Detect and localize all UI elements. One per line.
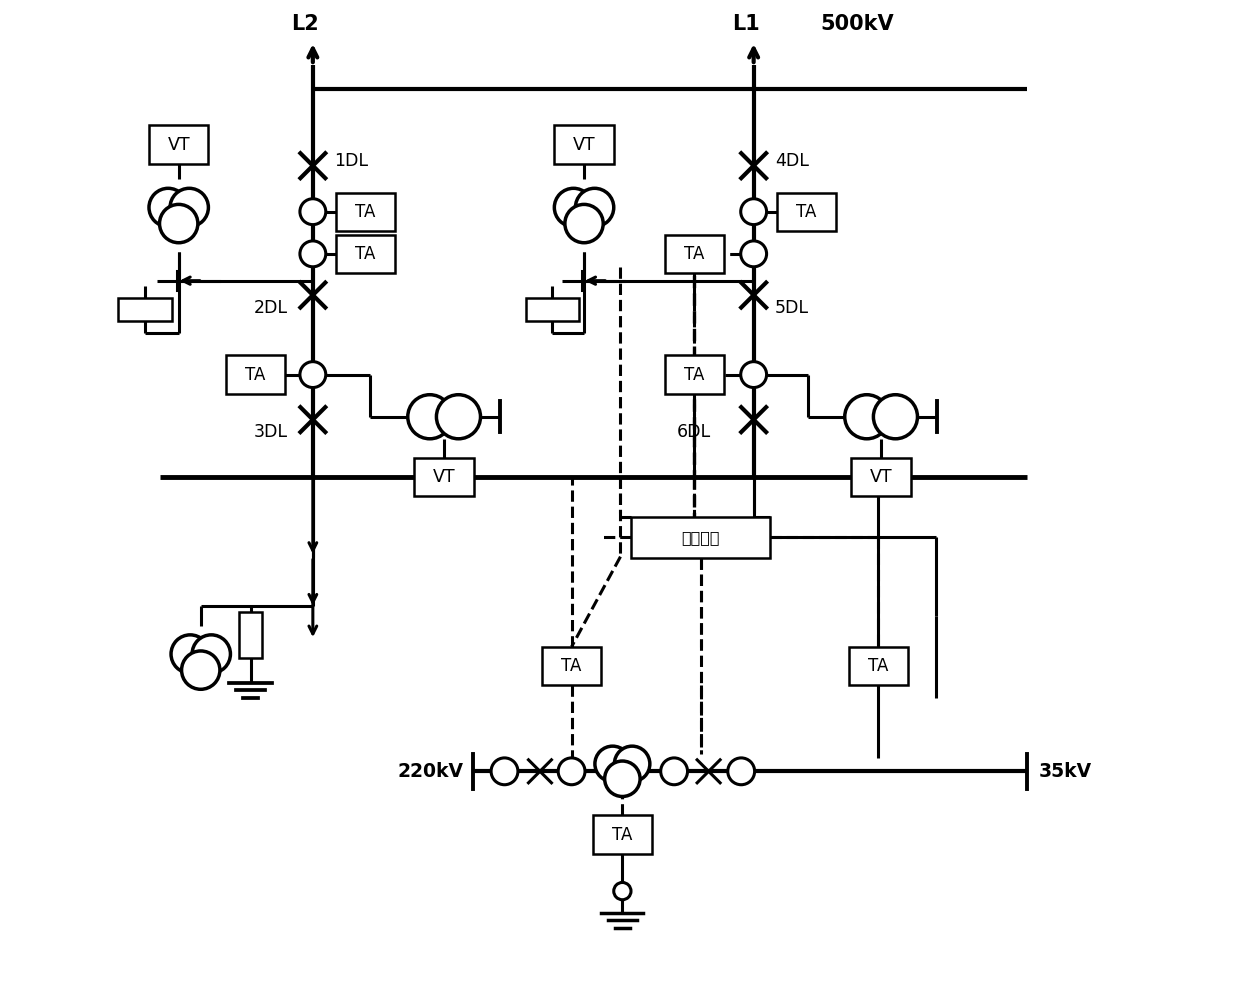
Circle shape <box>491 758 518 784</box>
Circle shape <box>192 635 230 673</box>
FancyBboxPatch shape <box>541 647 601 685</box>
Text: 2DL: 2DL <box>254 299 287 317</box>
Text: 6DL: 6DL <box>676 423 711 441</box>
FancyBboxPatch shape <box>239 612 263 659</box>
Circle shape <box>727 758 755 784</box>
Circle shape <box>660 758 688 784</box>
Text: VT: VT <box>432 468 456 487</box>
FancyBboxPatch shape <box>664 356 724 394</box>
Text: TA: TA <box>356 202 375 220</box>
FancyBboxPatch shape <box>149 126 208 164</box>
FancyBboxPatch shape <box>336 235 395 273</box>
Circle shape <box>160 204 198 243</box>
Circle shape <box>565 204 603 243</box>
Text: VT: VT <box>572 136 596 153</box>
Circle shape <box>741 199 767 225</box>
Circle shape <box>559 758 585 784</box>
Text: TA: TA <box>869 657 888 675</box>
Text: 220kV: 220kV <box>398 762 463 781</box>
Text: 500kV: 500kV <box>820 15 895 34</box>
Circle shape <box>845 395 888 438</box>
FancyBboxPatch shape <box>336 193 395 231</box>
Circle shape <box>149 189 187 227</box>
FancyBboxPatch shape <box>632 517 771 557</box>
Circle shape <box>741 241 767 266</box>
FancyBboxPatch shape <box>777 193 836 231</box>
FancyBboxPatch shape <box>851 458 911 496</box>
FancyBboxPatch shape <box>118 298 172 320</box>
Circle shape <box>741 362 767 387</box>
Text: 4DL: 4DL <box>774 152 809 170</box>
Text: TA: TA <box>561 657 582 675</box>
Text: TA: TA <box>684 245 705 262</box>
Circle shape <box>554 189 592 227</box>
Circle shape <box>300 241 326 266</box>
FancyBboxPatch shape <box>414 458 473 496</box>
Text: 5DL: 5DL <box>774 299 809 317</box>
Text: L2: L2 <box>291 15 320 34</box>
Text: TA: TA <box>684 366 705 383</box>
Circle shape <box>575 189 613 227</box>
Text: 3DL: 3DL <box>254 423 287 441</box>
Text: VT: VT <box>870 468 892 487</box>
Text: 主变保护: 主变保护 <box>681 530 720 545</box>
Circle shape <box>300 362 326 387</box>
Text: TA: TA <box>356 245 375 262</box>
Circle shape <box>613 883 631 899</box>
Circle shape <box>300 199 326 225</box>
Circle shape <box>182 651 219 689</box>
Text: TA: TA <box>245 366 265 383</box>
FancyBboxPatch shape <box>849 647 908 685</box>
Text: 1DL: 1DL <box>335 152 368 170</box>
Text: L1: L1 <box>732 15 760 34</box>
Text: TA: TA <box>797 202 817 220</box>
Circle shape <box>170 189 208 227</box>
FancyBboxPatch shape <box>592 815 652 853</box>
FancyBboxPatch shape <box>225 356 285 394</box>
Circle shape <box>171 635 209 673</box>
Circle shape <box>873 395 917 438</box>
Circle shape <box>615 746 649 781</box>
FancyBboxPatch shape <box>664 235 724 273</box>
FancyBboxPatch shape <box>554 126 613 164</box>
FancyBboxPatch shape <box>525 298 580 320</box>
Circle shape <box>605 761 641 796</box>
Text: VT: VT <box>167 136 190 153</box>
Text: 35kV: 35kV <box>1038 762 1092 781</box>
Circle shape <box>595 746 631 781</box>
Text: TA: TA <box>612 826 633 843</box>
Circle shape <box>408 395 452 438</box>
Circle shape <box>436 395 481 438</box>
